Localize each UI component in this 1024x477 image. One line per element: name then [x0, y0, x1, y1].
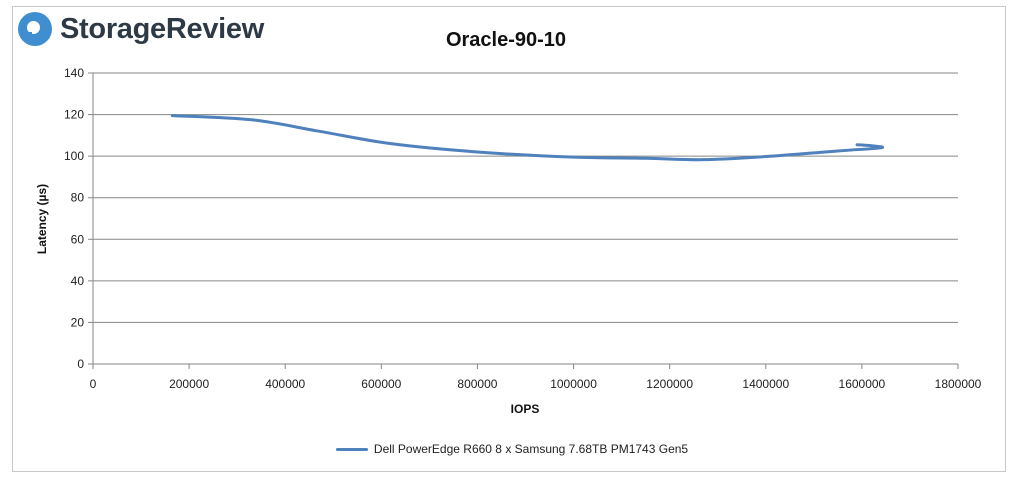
y-tick-label: 60 — [71, 232, 85, 246]
series-line — [170, 114, 885, 162]
x-tick-label: 800000 — [457, 377, 497, 391]
x-tick-label: 1400000 — [742, 377, 789, 391]
storagereview-logo-icon — [18, 12, 52, 46]
x-tick-label: 400000 — [265, 377, 305, 391]
x-tick-label: 1200000 — [646, 377, 693, 391]
y-tick-label: 0 — [77, 357, 84, 371]
y-tick-label: 80 — [71, 191, 85, 205]
y-tick-label: 20 — [71, 315, 85, 329]
y-tick-label: 40 — [71, 274, 85, 288]
y-axis-label: Latency (µs) — [35, 184, 49, 254]
y-tick-label: 120 — [64, 108, 84, 122]
x-tick-label: 200000 — [169, 377, 209, 391]
series-group — [170, 114, 885, 162]
x-tick-label: 1600000 — [839, 377, 886, 391]
x-tick-label: 0 — [90, 377, 97, 391]
y-tick-label: 100 — [64, 149, 84, 163]
x-tick-label: 600000 — [361, 377, 401, 391]
chart-title: Oracle-90-10 — [446, 29, 566, 51]
logo-text: StorageReview — [60, 12, 265, 45]
x-tick-label: 1800000 — [935, 377, 982, 391]
legend-swatch — [335, 447, 368, 451]
x-axis-label: IOPS — [511, 402, 540, 416]
x-tick-label: 1000000 — [550, 377, 597, 391]
x-axis-ticks: 0 200000 400000 600000 800000 1000000 1200000 1… — [90, 364, 982, 391]
y-tick-label: 140 — [64, 66, 84, 80]
storagereview-logo: StorageReview — [18, 12, 264, 46]
legend-label: Dell PowerEdge R660 8 x Samsung 7.68TB P… — [373, 442, 689, 456]
legend: Dell PowerEdge R660 8 x Samsung 7.68TB P… — [0, 442, 1024, 456]
gridlines — [92, 72, 958, 364]
y-axis-ticks: 0 20 40 60 80 100 120 140 — [64, 66, 93, 371]
